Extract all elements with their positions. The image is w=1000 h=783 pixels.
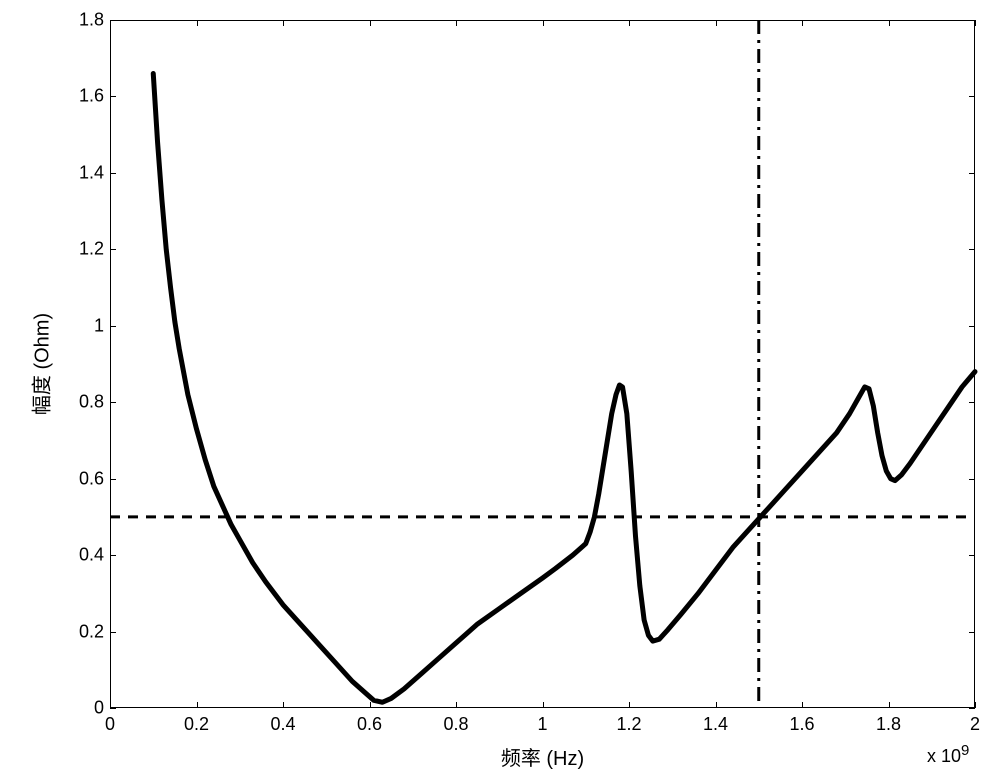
x-tick bbox=[456, 702, 457, 708]
x-tick-label: 0.4 bbox=[270, 714, 295, 735]
y-tick-label: 0.6 bbox=[70, 468, 104, 489]
y-tick-label: 0 bbox=[70, 698, 104, 719]
x-tick-label: 0.2 bbox=[184, 714, 209, 735]
x-tick bbox=[197, 702, 198, 708]
y-tick-label: 1.2 bbox=[70, 239, 104, 260]
x-tick bbox=[543, 20, 544, 26]
y-tick bbox=[969, 20, 975, 21]
x-tick-label: 0 bbox=[105, 714, 115, 735]
x-tick bbox=[370, 702, 371, 708]
x-tick bbox=[456, 20, 457, 26]
y-tick bbox=[110, 20, 116, 21]
y-tick-label: 1.6 bbox=[70, 86, 104, 107]
x-axis-exponent: x 109 bbox=[927, 742, 969, 767]
x-tick bbox=[716, 20, 717, 26]
y-tick bbox=[969, 402, 975, 403]
chart-svg bbox=[0, 0, 1000, 783]
x-tick-label: 0.8 bbox=[443, 714, 468, 735]
y-axis-label: 幅度 (Ohm) bbox=[26, 313, 55, 415]
x-tick bbox=[802, 702, 803, 708]
y-tick bbox=[969, 632, 975, 633]
y-tick-label: 0.4 bbox=[70, 545, 104, 566]
x-tick-label: 1.2 bbox=[616, 714, 641, 735]
y-tick bbox=[969, 249, 975, 250]
y-tick bbox=[969, 173, 975, 174]
y-tick-label: 1.4 bbox=[70, 162, 104, 183]
x-tick bbox=[889, 20, 890, 26]
y-tick bbox=[110, 173, 116, 174]
y-tick-label: 1.8 bbox=[70, 10, 104, 31]
x-tick-label: 1.4 bbox=[703, 714, 728, 735]
data-series-line bbox=[153, 74, 975, 703]
x-tick bbox=[370, 20, 371, 26]
x-tick bbox=[629, 20, 630, 26]
y-tick bbox=[110, 326, 116, 327]
x-tick bbox=[283, 702, 284, 708]
y-tick bbox=[110, 96, 116, 97]
x-tick-label: 1 bbox=[537, 714, 547, 735]
x-tick-label: 1.8 bbox=[876, 714, 901, 735]
exponent-base: x 10 bbox=[927, 746, 961, 766]
y-tick bbox=[969, 479, 975, 480]
x-tick-label: 1.6 bbox=[789, 714, 814, 735]
chart-container: 0 0.2 0.4 0.6 0.8 1 1.2 1.4 1.6 1.8 2 0 0.2 0.4 0.6 0.… bbox=[0, 0, 1000, 783]
x-tick-label: 2 bbox=[970, 714, 980, 735]
y-tick bbox=[110, 708, 116, 709]
y-tick bbox=[969, 326, 975, 327]
y-tick-label: 1 bbox=[70, 315, 104, 336]
y-tick bbox=[110, 479, 116, 480]
x-tick bbox=[975, 702, 976, 708]
exponent-power: 9 bbox=[961, 742, 969, 759]
y-tick bbox=[110, 555, 116, 556]
x-tick bbox=[975, 20, 976, 26]
x-tick bbox=[889, 702, 890, 708]
y-tick bbox=[969, 708, 975, 709]
y-tick bbox=[110, 402, 116, 403]
x-tick bbox=[543, 702, 544, 708]
x-tick bbox=[283, 20, 284, 26]
y-tick bbox=[110, 249, 116, 250]
x-tick bbox=[716, 702, 717, 708]
x-tick bbox=[197, 20, 198, 26]
y-tick-label: 0.8 bbox=[70, 392, 104, 413]
x-axis-label: 频率 (Hz) bbox=[501, 742, 584, 771]
y-tick-label: 0.2 bbox=[70, 621, 104, 642]
y-tick bbox=[969, 96, 975, 97]
y-tick bbox=[110, 632, 116, 633]
x-tick bbox=[802, 20, 803, 26]
x-tick-label: 0.6 bbox=[357, 714, 382, 735]
x-tick bbox=[629, 702, 630, 708]
y-tick bbox=[969, 555, 975, 556]
